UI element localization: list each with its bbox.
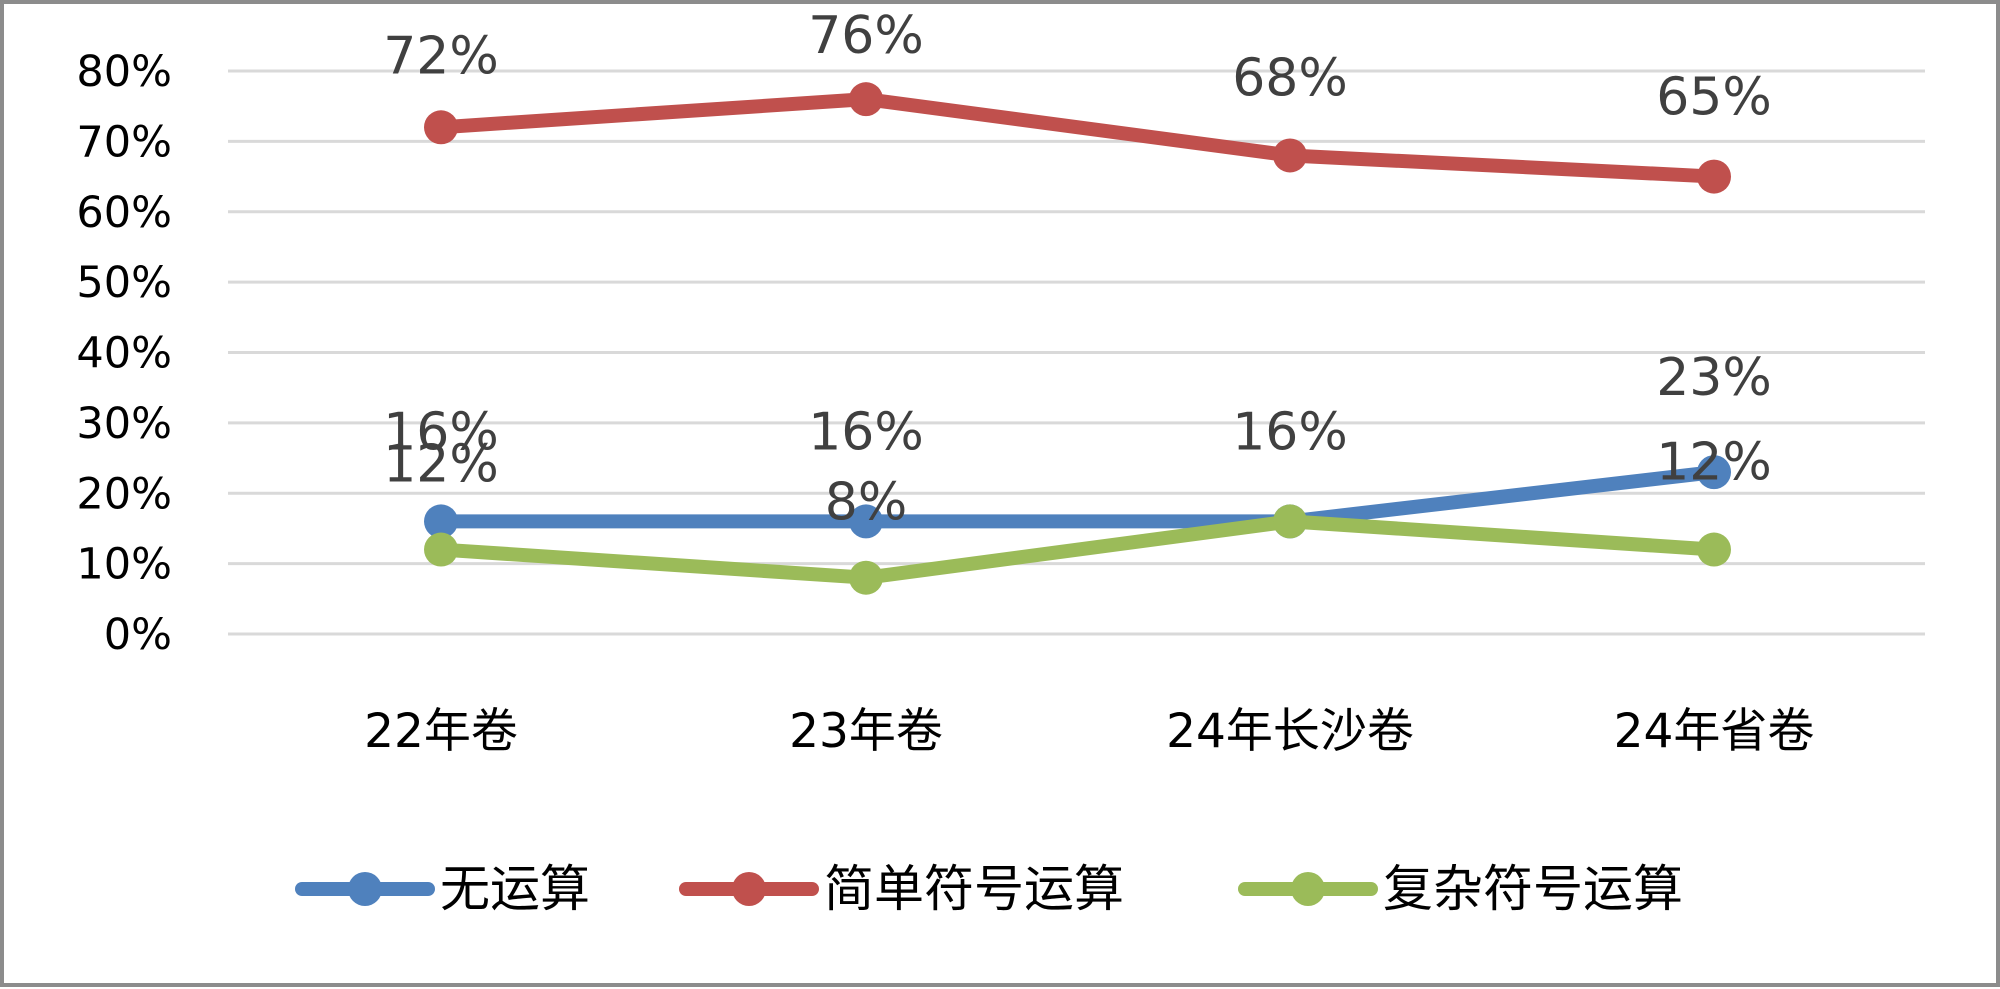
y-axis: 0% 10% 20% 30% 40% 50% 60% 70% 80% (76, 47, 172, 660)
data-point (1273, 138, 1307, 173)
legend-label: 简单符号运算 (824, 860, 1124, 918)
y-tick-label: 60% (76, 188, 172, 238)
legend: 无运算 简单符号运算 复杂符号运算 (295, 860, 1683, 918)
data-point (424, 504, 458, 539)
series-line (434, 92, 1721, 184)
x-tick-label: 24年长沙卷 (1166, 704, 1414, 759)
y-tick-label: 10% (76, 540, 172, 590)
data-point (1273, 504, 1307, 539)
y-tick-label: 50% (76, 258, 172, 308)
y-tick-label: 0% (104, 610, 172, 660)
data-point (1697, 159, 1731, 194)
series-line (434, 465, 1721, 529)
data-label: 76% (808, 6, 924, 66)
y-tick-label: 70% (76, 117, 172, 167)
data-label: 16% (383, 402, 499, 462)
data-point (849, 560, 883, 595)
y-tick-label: 80% (76, 47, 172, 97)
data-point (1697, 455, 1731, 490)
y-tick-label: 40% (76, 329, 172, 379)
data-label: 12% (383, 435, 499, 495)
legend-marker (1291, 872, 1325, 906)
legend-marker (732, 872, 766, 906)
data-point (424, 110, 458, 145)
legend-marker (348, 872, 382, 906)
data-label: 65% (1656, 68, 1772, 128)
x-tick-label: 23年卷 (789, 704, 943, 759)
data-point (849, 82, 883, 117)
data-label: 16% (808, 402, 924, 462)
x-tick-label: 22年卷 (364, 704, 518, 759)
legend-label: 复杂符号运算 (1383, 860, 1683, 918)
x-tick-label: 24年省卷 (1614, 704, 1815, 759)
data-labels: 16% 16% 16% 23% 72% 76% 68% 65% 12% 8% 12% (383, 6, 1772, 533)
series-line (434, 514, 1721, 585)
data-label: 8% (825, 473, 908, 533)
data-point (1697, 532, 1731, 567)
data-label: 12% (1656, 433, 1772, 493)
data-point (849, 504, 883, 539)
x-axis: 22年卷 23年卷 24年长沙卷 24年省卷 (364, 704, 1814, 759)
y-tick-label: 20% (76, 469, 172, 519)
data-label: 72% (383, 26, 499, 86)
data-point (424, 532, 458, 567)
plot-area (424, 82, 1731, 595)
data-label: 68% (1232, 48, 1348, 108)
data-label: 16% (1232, 402, 1348, 462)
gridlines (228, 69, 1925, 636)
y-tick-label: 30% (76, 399, 172, 449)
data-label: 23% (1656, 348, 1772, 408)
legend-label: 无运算 (440, 860, 590, 918)
